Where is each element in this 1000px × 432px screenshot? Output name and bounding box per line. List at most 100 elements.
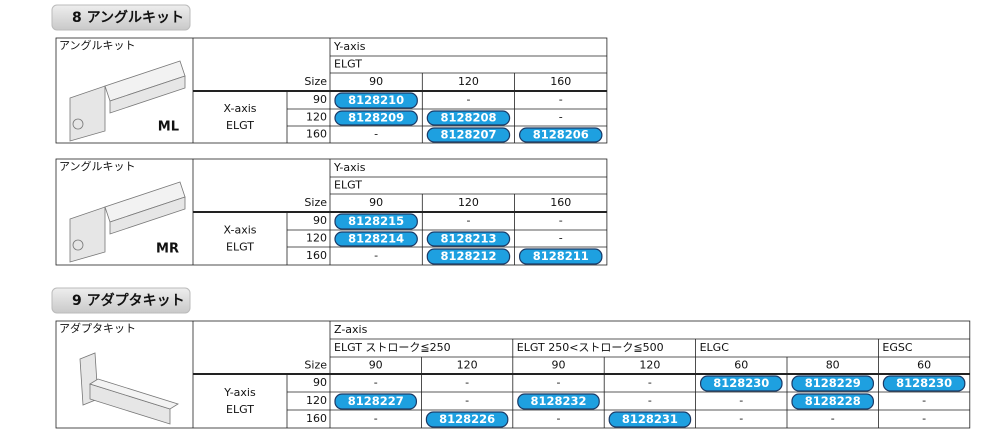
part-number: 8128214 xyxy=(348,232,404,246)
size-header: 120 xyxy=(639,359,660,372)
table: アダプタキット Z-axis Size ELGT ストローク≦250 90 120 ELGT… xyxy=(55,320,971,429)
row-axis: X-axis xyxy=(224,102,257,115)
part-number: 8128227 xyxy=(348,394,404,408)
column-axis: Y-axis xyxy=(333,40,366,53)
group-name: ELGT xyxy=(334,179,362,192)
part-number-badge xyxy=(426,127,511,143)
empty-cell: - xyxy=(466,93,470,106)
part-number-badge xyxy=(334,92,418,109)
illustration xyxy=(89,378,179,410)
row-size: 160 xyxy=(306,249,327,262)
part-number: 8128206 xyxy=(533,128,589,142)
empty-cell: - xyxy=(922,394,926,407)
section-title: 9 アダプタキット xyxy=(72,292,185,309)
part-number: 8128208 xyxy=(440,111,496,125)
empty-cell: - xyxy=(374,128,378,141)
row-series: ELGT xyxy=(226,403,254,416)
illustration xyxy=(109,75,186,114)
section-header xyxy=(51,287,191,314)
image-label: アダプタキット xyxy=(59,321,136,335)
size-header: 120 xyxy=(458,196,479,209)
size-label: Size xyxy=(304,359,327,372)
model-label: MR xyxy=(156,242,179,257)
size-header: 90 xyxy=(552,359,566,372)
row-size: 120 xyxy=(306,394,327,407)
empty-cell: - xyxy=(374,249,378,262)
part-number: 8128210 xyxy=(348,93,404,107)
row-size: 160 xyxy=(306,128,327,141)
group-name: ELGT 250<ストローク≦500 xyxy=(517,341,664,354)
part-number-badge xyxy=(882,375,966,392)
part-number: 8128228 xyxy=(805,394,861,408)
part-number-badge xyxy=(334,231,418,247)
part-number: 8128230 xyxy=(896,376,952,390)
empty-cell: - xyxy=(465,376,469,389)
part-number-badge xyxy=(334,393,418,410)
part-number-badge xyxy=(334,110,418,126)
size-header: 90 xyxy=(369,196,383,209)
illustration xyxy=(72,239,84,251)
size-header: 90 xyxy=(369,359,383,372)
size-label: Size xyxy=(304,75,327,88)
part-number: 8128230 xyxy=(713,376,769,390)
part-number: 8128215 xyxy=(348,214,404,228)
empty-cell: - xyxy=(374,376,378,389)
row-size: 90 xyxy=(313,376,327,389)
part-number: 8128212 xyxy=(440,249,496,263)
illustration xyxy=(69,85,106,142)
empty-cell: - xyxy=(648,394,652,407)
empty-cell: - xyxy=(559,232,563,245)
row-size: 90 xyxy=(313,93,327,106)
part-number: 8128232 xyxy=(530,394,586,408)
part-number-badge xyxy=(426,110,511,126)
table: アングルキット ML Y-axis Size ELGT 90 120 160 X-axis ELG… xyxy=(55,37,608,144)
row-size: 160 xyxy=(306,412,327,425)
row-size: 120 xyxy=(306,111,327,124)
empty-cell: - xyxy=(831,412,835,425)
part-number: 8128207 xyxy=(440,128,496,142)
illustration xyxy=(69,206,106,263)
size-header: 120 xyxy=(458,75,479,88)
empty-cell: - xyxy=(648,376,652,389)
empty-cell: - xyxy=(739,412,743,425)
part-number-badge xyxy=(518,127,603,143)
part-number: 8128213 xyxy=(440,232,496,246)
part-number-badge xyxy=(426,248,511,265)
size-header: 160 xyxy=(550,75,571,88)
part-number: 8128231 xyxy=(622,412,678,426)
image-label: アングルキット xyxy=(59,38,136,52)
empty-cell: - xyxy=(922,412,926,425)
group-name: ELGC xyxy=(700,341,730,354)
part-number-badge xyxy=(791,393,875,410)
section-title: 8 アングルキット xyxy=(72,9,184,26)
size-header: 90 xyxy=(369,75,383,88)
part-number-badge xyxy=(608,411,692,428)
row-series: ELGT xyxy=(226,241,254,254)
empty-cell: - xyxy=(557,376,561,389)
row-axis: Y-axis xyxy=(223,386,256,399)
column-axis: Z-axis xyxy=(334,323,368,336)
part-number-badge xyxy=(517,393,600,410)
empty-cell: - xyxy=(465,394,469,407)
empty-cell: - xyxy=(557,412,561,425)
empty-cell: - xyxy=(374,412,378,425)
part-number-badge xyxy=(426,231,511,247)
size-header: 160 xyxy=(550,196,571,209)
row-axis: X-axis xyxy=(224,224,257,237)
section-header xyxy=(51,4,191,31)
part-number-badge xyxy=(518,248,603,265)
size-label: Size xyxy=(304,196,327,209)
empty-cell: - xyxy=(559,111,563,124)
part-number-badge xyxy=(699,375,783,392)
part-number: 8128229 xyxy=(805,376,861,390)
part-number: 8128211 xyxy=(533,249,589,263)
empty-cell: - xyxy=(559,214,563,227)
part-number-badge xyxy=(425,411,509,428)
size-header: 120 xyxy=(457,359,478,372)
part-number-badge xyxy=(334,213,418,230)
column-axis: Y-axis xyxy=(333,161,366,174)
empty-cell: - xyxy=(559,93,563,106)
row-size: 90 xyxy=(313,214,327,227)
group-name: ELGT ストローク≦250 xyxy=(334,341,451,354)
